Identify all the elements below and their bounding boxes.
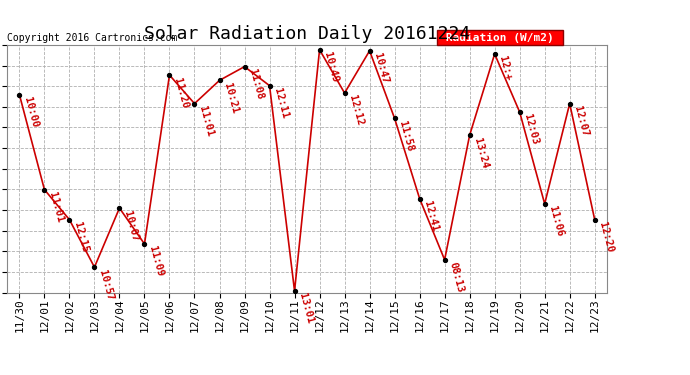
Text: 13:24: 13:24 xyxy=(473,136,490,170)
Point xyxy=(514,109,525,115)
Text: 11:06: 11:06 xyxy=(547,205,565,238)
Text: 10:07: 10:07 xyxy=(122,210,140,242)
Text: 12:11: 12:11 xyxy=(273,87,290,120)
Text: 11:01: 11:01 xyxy=(197,105,215,138)
Point xyxy=(214,77,225,83)
Point xyxy=(289,288,300,294)
Text: 08:13: 08:13 xyxy=(447,261,465,294)
Text: 10:57: 10:57 xyxy=(97,268,115,302)
Text: Radiation (W/m2): Radiation (W/m2) xyxy=(439,33,560,42)
Title: Solar Radiation Daily 20161224: Solar Radiation Daily 20161224 xyxy=(144,26,470,44)
Point xyxy=(339,90,350,96)
Point xyxy=(139,241,150,247)
Point xyxy=(189,100,200,106)
Point xyxy=(314,47,325,53)
Point xyxy=(389,116,400,122)
Text: 12:20: 12:20 xyxy=(598,221,615,254)
Text: 12:03: 12:03 xyxy=(522,113,540,146)
Text: 12:41: 12:41 xyxy=(422,200,440,233)
Point xyxy=(164,72,175,78)
Text: 10:00: 10:00 xyxy=(22,96,40,129)
Point xyxy=(414,196,425,202)
Text: 10:49: 10:49 xyxy=(322,51,340,84)
Text: 10:21: 10:21 xyxy=(222,82,240,114)
Point xyxy=(539,201,550,207)
Point xyxy=(464,132,475,138)
Text: 11:09: 11:09 xyxy=(147,245,165,278)
Text: 12:15: 12:15 xyxy=(72,221,90,254)
Text: 12:07: 12:07 xyxy=(573,105,590,138)
Text: 12:12: 12:12 xyxy=(347,94,365,127)
Text: Copyright 2016 Cartronics.com: Copyright 2016 Cartronics.com xyxy=(7,33,177,42)
Point xyxy=(489,51,500,57)
Point xyxy=(439,257,450,263)
Point xyxy=(364,48,375,54)
Point xyxy=(14,92,25,98)
Text: 10:47: 10:47 xyxy=(373,52,390,85)
Text: 11:08: 11:08 xyxy=(247,68,265,101)
Point xyxy=(114,205,125,211)
Point xyxy=(589,217,600,223)
Point xyxy=(264,82,275,88)
Text: 11:58: 11:58 xyxy=(397,120,415,153)
Text: 11:20: 11:20 xyxy=(172,76,190,109)
Text: 12:+: 12:+ xyxy=(497,56,513,82)
Point xyxy=(39,187,50,193)
Point xyxy=(564,100,575,106)
Point xyxy=(239,64,250,70)
Text: 13:01: 13:01 xyxy=(297,292,315,325)
Point xyxy=(89,264,100,270)
Point xyxy=(64,217,75,223)
Text: 11:01: 11:01 xyxy=(47,191,65,224)
